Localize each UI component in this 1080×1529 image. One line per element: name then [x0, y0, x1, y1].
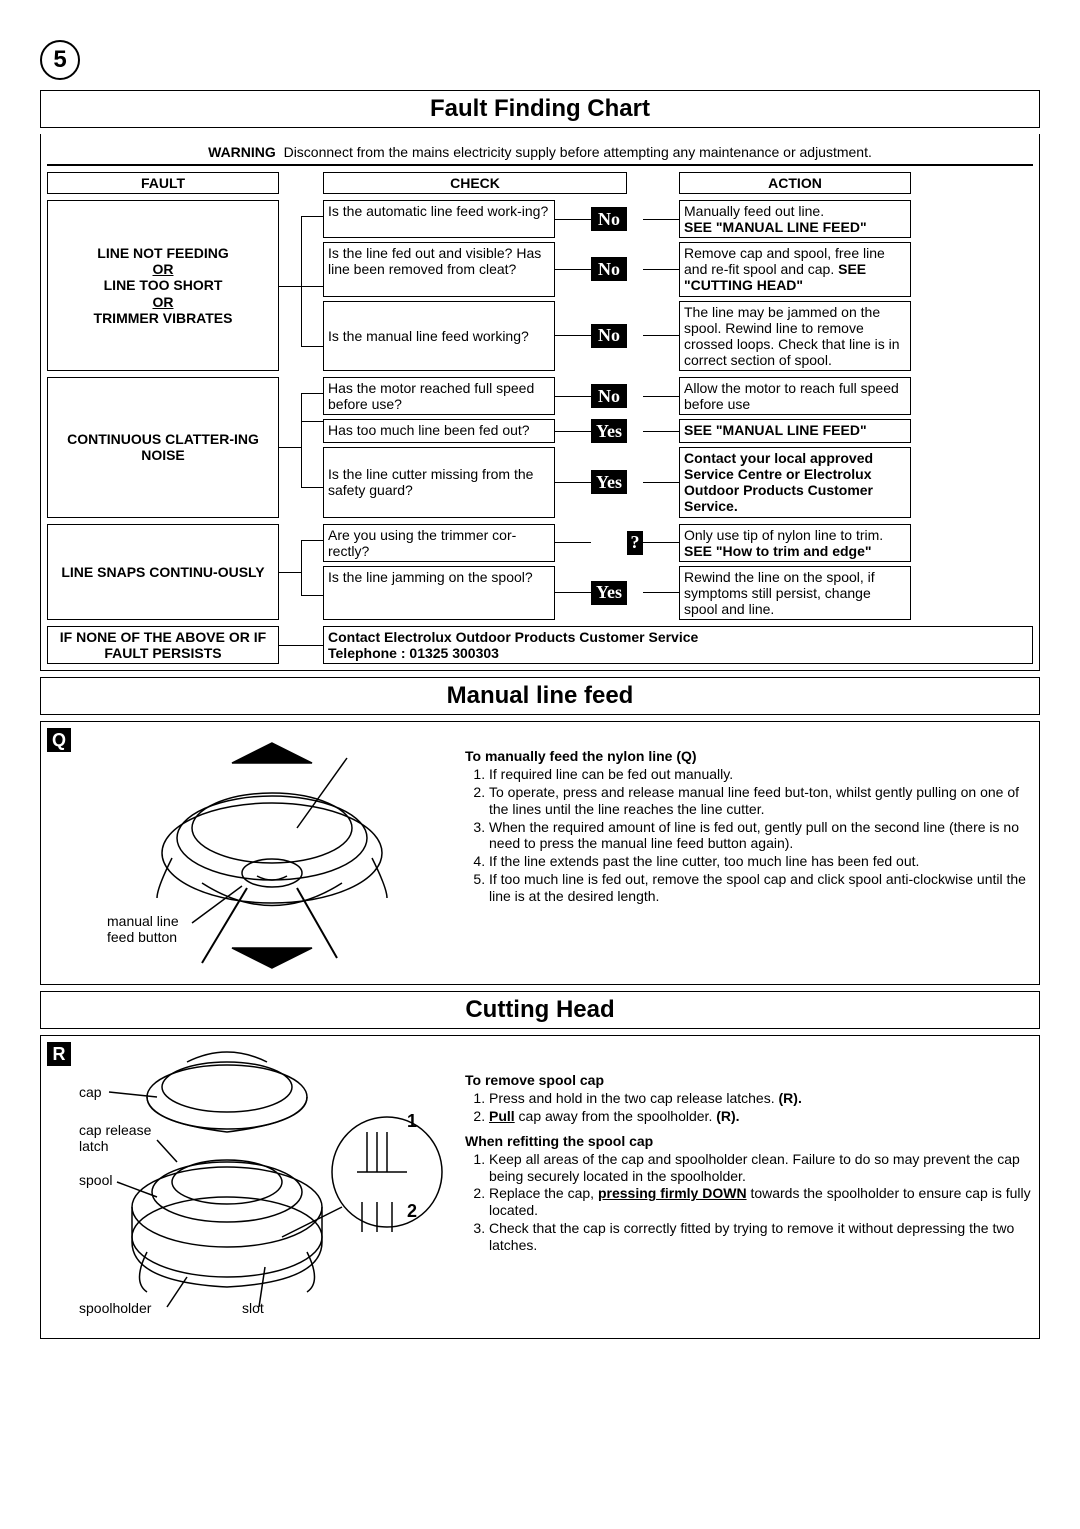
fault-line-snaps: LINE SNAPS CONTINU-OUSLY — [47, 524, 279, 620]
answer-no: No — [591, 207, 627, 231]
action-manual-feed: Manually feed out line.SEE "MANUAL LINE … — [679, 200, 911, 238]
cutting-head-figure: R — [40, 1035, 1040, 1339]
warning-row: WARNING Disconnect from the mains electr… — [47, 140, 1033, 166]
figure-label-q: Q — [47, 728, 71, 752]
manual-feed-title: Manual line feed — [40, 677, 1040, 715]
action-rewind: Rewind the line on the spool, if symptom… — [679, 566, 911, 620]
refit-cap-steps: Keep all areas of the cap and spoolholde… — [465, 1151, 1033, 1254]
remove-cap-heading: To remove spool cap — [465, 1072, 604, 1088]
warning-label: WARNING — [208, 144, 276, 160]
action-full-speed: Allow the motor to reach full speed befo… — [679, 377, 911, 415]
answer-yes: Yes — [591, 470, 627, 494]
fault-none-above: IF NONE OF THE ABOVE OR IF FAULT PERSIST… — [47, 626, 279, 664]
manual-feed-heading: To manually feed the nylon line (Q) — [465, 748, 697, 764]
check-line-jamming: Is the line jamming on the spool? — [323, 566, 555, 620]
label-holder: spoolholder — [79, 1300, 151, 1316]
answer-question: ? — [627, 531, 643, 555]
header-fault: FAULT — [47, 172, 279, 194]
action-see-manual: SEE "MANUAL LINE FEED" — [679, 419, 911, 443]
manual-feed-caption: manual linefeed button — [107, 913, 179, 945]
figure-label-r: R — [47, 1042, 71, 1066]
action-line-jammed: The line may be jammed on the spool. Rew… — [679, 301, 911, 371]
cutting-head-title: Cutting Head — [40, 991, 1040, 1029]
remove-cap-steps: Press and hold in the two cap release la… — [465, 1090, 1033, 1125]
warning-text: Disconnect from the mains electricity su… — [284, 144, 872, 160]
check-using-correctly: Are you using the trimmer cor-rectly? — [323, 524, 555, 562]
callout-2: 2 — [407, 1201, 417, 1221]
fault-line-not-feeding: LINE NOT FEEDING OR LINE TOO SHORT OR TR… — [47, 200, 279, 371]
check-manual-feed: Is the manual line feed working? — [323, 301, 555, 371]
check-line-visible: Is the line fed out and visible? Has lin… — [323, 242, 555, 296]
action-use-tip: Only use tip of nylon line to trim.SEE "… — [679, 524, 911, 562]
manual-feed-steps: If required line can be fed out manually… — [465, 766, 1033, 904]
chart-title: Fault Finding Chart — [40, 90, 1040, 128]
header-action: ACTION — [679, 172, 911, 194]
header-check: CHECK — [323, 172, 627, 194]
label-spool: spool — [79, 1172, 112, 1188]
check-cutter-missing: Is the line cutter missing from the safe… — [323, 447, 555, 517]
label-latch: cap releaselatch — [79, 1122, 151, 1154]
answer-yes: Yes — [591, 581, 627, 605]
action-contact: Contact Electrolux Outdoor Products Cust… — [323, 626, 1033, 664]
answer-no: No — [591, 257, 627, 281]
action-contact-service: Contact your local approved Service Cent… — [679, 447, 911, 517]
check-auto-feed: Is the automatic line feed work-ing? — [323, 200, 555, 238]
check-motor-speed: Has the motor reached full speed before … — [323, 377, 555, 415]
label-cap: cap — [79, 1084, 102, 1100]
label-slot: slot — [242, 1300, 264, 1316]
action-remove-cap: Remove cap and spool, free line and re-f… — [679, 242, 911, 296]
fault-clatter: CONTINUOUS CLATTER-ING NOISE — [47, 377, 279, 518]
answer-no: No — [591, 384, 627, 408]
check-too-much-line: Has too much line been fed out? — [323, 419, 555, 443]
answer-yes: Yes — [591, 419, 627, 443]
answer-no: No — [591, 324, 627, 348]
page-number: 5 — [40, 40, 80, 80]
manual-feed-figure: Q manual linefeed button — [40, 721, 1040, 985]
callout-1: 1 — [407, 1111, 417, 1131]
refit-cap-heading: When refitting the spool cap — [465, 1133, 653, 1149]
